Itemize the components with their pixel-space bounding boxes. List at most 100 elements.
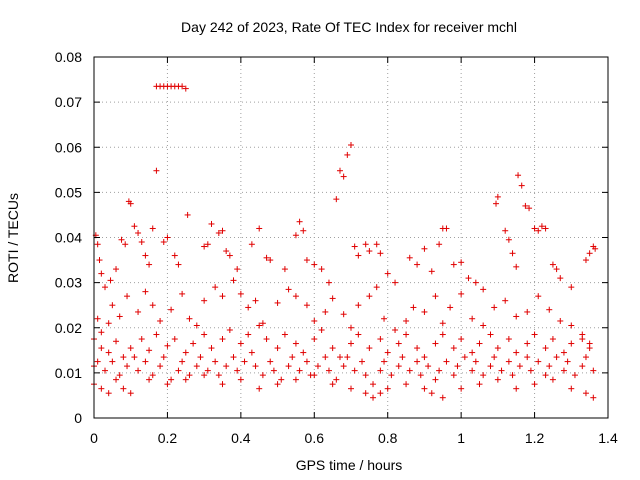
data-point [212,358,219,365]
data-point [348,340,354,347]
data-point [146,376,153,383]
data-point [226,327,233,334]
data-point [212,284,219,291]
data-point [131,223,138,230]
y-tick-label: 0.02 [55,320,82,336]
data-point [263,254,270,261]
data-point [274,299,281,306]
data-point [432,293,439,300]
data-point [493,200,500,207]
data-point [109,302,116,309]
data-point [513,385,520,392]
data-point [513,313,520,320]
data-point [450,261,457,268]
data-point [425,363,432,370]
data-point [164,381,171,388]
data-point [465,275,472,282]
data-point [509,372,516,379]
data-point [256,225,263,232]
data-point [105,349,112,356]
data-point [377,250,384,257]
data-point [237,290,244,297]
data-point [201,297,208,304]
data-point [494,193,501,200]
data-point [120,385,127,392]
data-point [505,358,512,365]
data-point [127,200,134,207]
y-tick-label: 0.04 [55,230,82,246]
data-point [122,241,129,248]
data-point [421,354,428,361]
data-point [113,376,120,383]
data-point [267,257,274,264]
data-point [157,363,164,370]
data-point [107,277,114,284]
data-point [252,297,259,304]
data-point [179,83,186,90]
data-point [505,236,512,243]
data-point [377,390,384,397]
data-point [370,381,377,388]
data-point [348,385,354,392]
data-point [355,252,362,259]
data-point [564,358,571,365]
data-point [498,367,505,374]
data-point [201,331,208,338]
data-point [113,266,120,273]
data-point [175,261,182,268]
data-point [153,167,160,174]
data-point [325,279,332,286]
data-point [219,381,226,388]
data-point [314,363,321,370]
data-point [362,390,369,397]
data-point [127,345,134,352]
data-point [94,241,101,248]
data-point [259,372,266,379]
data-point [149,225,156,232]
data-point [234,266,241,273]
data-point [118,236,125,243]
data-point [267,358,274,365]
data-point [515,172,522,179]
data-point [410,304,417,311]
data-point [450,372,457,379]
data-point [98,329,105,336]
data-point [491,354,498,361]
data-point [245,331,252,338]
data-point [351,243,358,250]
y-tick-label: 0.07 [55,94,82,110]
data-point [461,354,468,361]
data-point [373,241,380,248]
data-point [524,340,531,347]
data-point [146,347,153,354]
data-point [105,320,112,327]
data-point [340,311,347,318]
data-point [248,349,255,356]
data-point [531,331,538,338]
data-point [450,345,457,352]
y-tick-label: 0 [74,410,82,426]
data-point [557,275,564,282]
data-point [355,331,362,338]
data-point [421,245,428,252]
data-point [527,367,534,374]
data-point [201,243,208,250]
data-point [546,363,553,370]
data-point [303,257,310,264]
data-point [120,354,127,361]
data-point [138,239,145,246]
data-point [318,327,325,334]
data-point [201,372,208,379]
grid-lines [94,57,608,418]
x-tick-label: 0.6 [305,430,325,446]
data-point [439,331,446,338]
data-point [237,376,244,383]
data-point [259,320,266,327]
y-tick-label: 0.01 [55,365,82,381]
x-tick-labels: 0 0.2 0.4 0.6 0.8 1 1.2 1.4 [90,430,618,446]
data-point [135,367,142,374]
data-point [96,257,103,264]
data-point [300,227,307,234]
data-point [476,381,483,388]
data-point [447,304,454,311]
